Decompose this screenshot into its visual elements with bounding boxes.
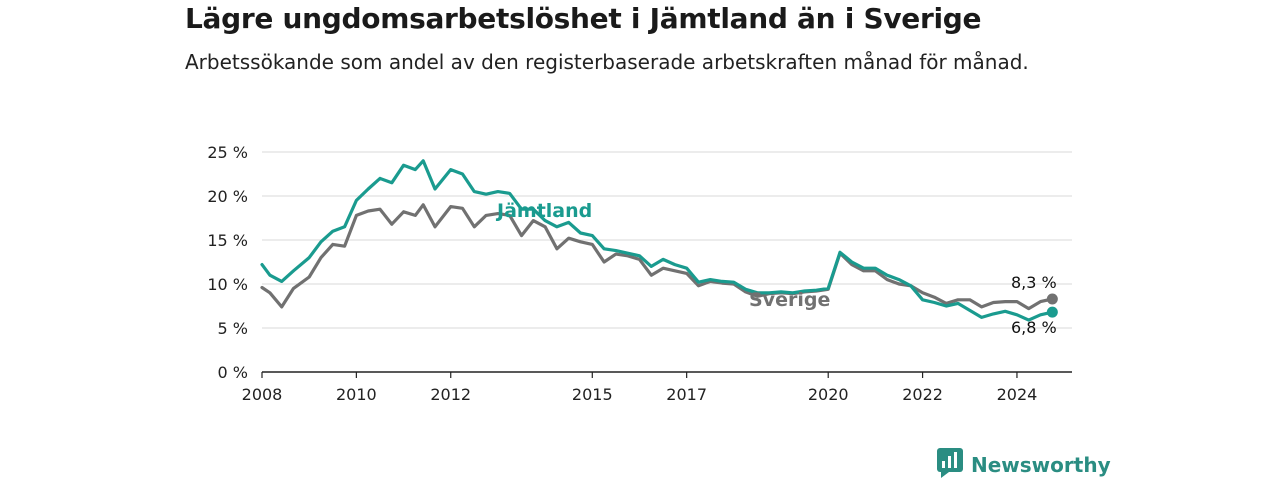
brand-name: Newsworthy [971, 453, 1111, 477]
y-tick-label: 20 % [207, 187, 248, 206]
y-tick-label: 10 % [207, 275, 248, 294]
series-lines [260, 159, 1058, 322]
series-line-sverige [260, 203, 1054, 311]
gridlines [262, 151, 1072, 329]
y-tick-label: 25 % [207, 143, 248, 162]
x-tick-label: 2008 [242, 385, 283, 404]
chart-subtitle: Arbetssökande som andel av den registerb… [185, 50, 1029, 74]
x-tick-label: 2017 [666, 385, 707, 404]
newsworthy-brand: Newsworthy [937, 448, 1111, 482]
end-point-sverige [1046, 293, 1058, 305]
y-tick-label: 5 % [218, 319, 248, 338]
y-tick-label: 0 % [218, 363, 248, 382]
line-chart: 0 % 5 % 10 % 15 % 20 % 25 % 2008 2010 2012 2015 20… [207, 143, 1072, 404]
x-tick-label: 2024 [997, 385, 1038, 404]
x-tick-label: 2020 [808, 385, 849, 404]
end-point-jamtland [1046, 306, 1058, 318]
y-tick-label: 15 % [207, 231, 248, 250]
end-label-jamtland: 6,8 % [1011, 318, 1057, 337]
chart-title: Lägre ungdomsarbetslöshet i Jämtland än … [185, 2, 982, 35]
series-label-sverige: Sverige [749, 289, 830, 311]
x-tick-label: 2012 [430, 385, 471, 404]
x-tick-label: 2022 [902, 385, 943, 404]
x-tick-label: 2010 [336, 385, 377, 404]
end-label-sverige: 8,3 % [1011, 273, 1057, 292]
series-line-jamtland [260, 159, 1054, 322]
series-label-jamtland: Jämtland [495, 200, 592, 222]
series-labels: Jämtland Sverige 8,3 % 6,8 % [495, 200, 1057, 337]
x-tick-label: 2015 [572, 385, 613, 404]
axes: 0 % 5 % 10 % 15 % 20 % 25 % 2008 2010 2012 2015 20… [207, 143, 1072, 404]
newsworthy-logo-icon [937, 448, 963, 482]
